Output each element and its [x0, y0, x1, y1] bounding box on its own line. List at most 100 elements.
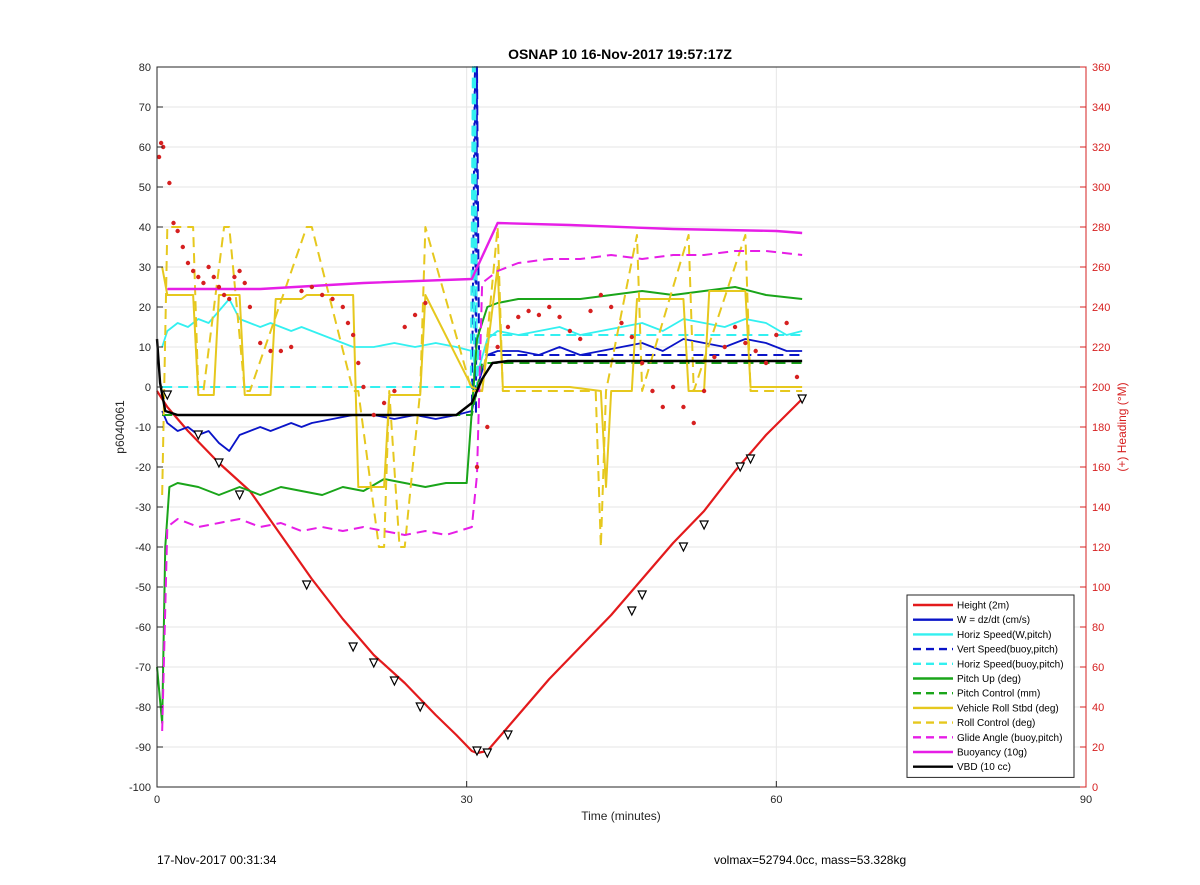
y2-tick-label: 80	[1092, 622, 1104, 634]
heading-point	[160, 144, 166, 150]
y2-tick-label: 20	[1092, 742, 1104, 754]
legend-entry: Buoyancy (10g)	[957, 748, 1027, 759]
y-tick-label: -10	[135, 422, 151, 434]
chart-title: OSNAP 10 16-Nov-2017 19:57:17Z	[508, 46, 732, 62]
heading-point	[167, 180, 172, 186]
y-tick-label: -100	[129, 782, 151, 794]
heading-point	[598, 292, 604, 298]
heading-point	[381, 400, 387, 406]
heading-point	[670, 384, 676, 390]
heading-point	[242, 280, 247, 286]
heading-point	[505, 324, 511, 330]
heading-point	[190, 268, 196, 274]
triangle-marker	[234, 490, 245, 501]
series-line	[155, 338, 803, 417]
triangle-marker	[699, 520, 710, 531]
heading-point	[784, 320, 789, 326]
heading-point	[619, 320, 624, 326]
y2-tick-label: 160	[1092, 462, 1110, 474]
heading-point	[350, 332, 356, 338]
heading-point	[216, 284, 222, 290]
heading-point	[732, 324, 738, 330]
y-tick-label: -80	[135, 702, 151, 714]
y2-axis-label: (+) Heading (°M)	[1115, 382, 1129, 471]
y2-tick-label: 300	[1092, 182, 1110, 194]
y2-tick-label: 260	[1092, 262, 1110, 274]
heading-point	[516, 314, 521, 320]
y-tick-label: 60	[139, 142, 151, 154]
heading-point	[361, 384, 366, 390]
heading-point	[423, 300, 428, 306]
axis-layer: 0 30 60 90-100-90-80-70-60-50-40-30-20-1001…	[129, 62, 1110, 806]
heading-point	[712, 354, 717, 360]
heading-point	[701, 388, 707, 394]
y2-tick-label: 200	[1092, 382, 1110, 394]
triangle-marker	[415, 702, 426, 713]
y2-tick-label: 140	[1092, 502, 1110, 514]
y2-tick-label: 360	[1092, 62, 1110, 74]
heading-point	[299, 288, 304, 294]
triangle-marker	[502, 730, 513, 741]
triangle-marker	[678, 542, 689, 553]
heading-point	[227, 296, 232, 302]
heading-point	[196, 274, 201, 280]
heading-point	[175, 228, 180, 234]
y2-tick-label: 240	[1092, 302, 1110, 314]
y2-tick-label: 340	[1092, 102, 1110, 114]
heading-point	[547, 304, 552, 310]
heading-point	[288, 344, 294, 350]
triangle-marker	[472, 746, 482, 757]
heading-point	[232, 274, 237, 280]
heading-point	[536, 312, 542, 318]
heading-point	[650, 388, 655, 394]
y-tick-label: -90	[135, 742, 151, 754]
triangle-marker	[162, 390, 173, 401]
heading-point	[237, 268, 242, 274]
x-tick-label: 0	[154, 794, 160, 806]
y-tick-label: 40	[139, 222, 151, 234]
heading-point	[221, 292, 227, 298]
heading-point	[722, 344, 727, 350]
heading-point	[258, 340, 263, 346]
heading-point	[629, 334, 635, 340]
x-tick-label: 90	[1080, 794, 1092, 806]
triangle-marker	[213, 458, 224, 469]
heading-point	[171, 220, 176, 226]
y2-tick-label: 0	[1092, 782, 1098, 794]
heading-point	[495, 344, 500, 350]
heading-point	[268, 348, 273, 354]
heading-point	[319, 292, 325, 298]
triangle-marker	[368, 658, 379, 669]
triangle-marker	[348, 642, 359, 653]
heading-point	[691, 420, 696, 426]
heading-point	[557, 314, 562, 320]
legend: Height (2m) W = dz/dt (cm/s) Horiz Speed(W…	[906, 594, 1075, 778]
heading-point	[156, 154, 162, 160]
series-line	[161, 338, 803, 452]
heading-point	[412, 312, 418, 318]
footer-volmax-mass: volmax=52794.0cc, mass=53.328kg	[714, 853, 907, 867]
triangle-marker	[301, 580, 312, 591]
heading-point	[774, 332, 779, 338]
heading-point	[206, 264, 211, 270]
heading-point	[402, 324, 407, 330]
series-line	[156, 286, 803, 724]
y2-tick-label: 180	[1092, 422, 1110, 434]
y-tick-label: 50	[139, 182, 151, 194]
heading-point	[474, 464, 480, 470]
heading-point	[340, 304, 345, 310]
legend-entry: Height (2m)	[957, 601, 1009, 612]
heading-layer	[156, 140, 800, 470]
heading-point	[392, 388, 397, 394]
legend-entry: Glide Angle (buoy,pitch)	[957, 733, 1062, 744]
triangle-marker	[482, 748, 493, 759]
y-tick-label: -60	[135, 622, 151, 634]
legend-entry: Roll Control (deg)	[957, 718, 1035, 729]
y-tick-label: 30	[139, 262, 151, 274]
heading-point	[201, 280, 206, 286]
legend-entry: Vehicle Roll Stbd (deg)	[957, 703, 1059, 714]
heading-point	[485, 424, 490, 430]
y-tick-label: 70	[139, 102, 151, 114]
series-line	[167, 221, 803, 291]
